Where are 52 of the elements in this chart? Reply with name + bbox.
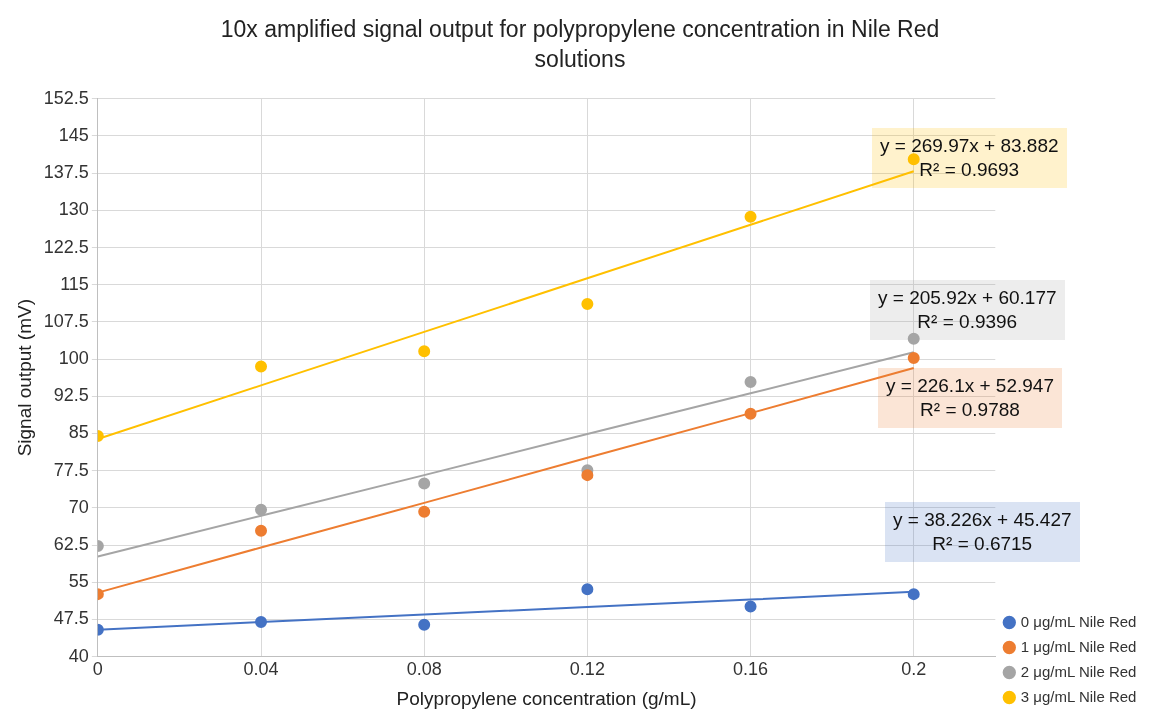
point xyxy=(744,407,757,420)
point xyxy=(581,298,594,311)
point xyxy=(418,618,431,631)
point xyxy=(907,332,920,345)
x-tick-label: 0.08 xyxy=(406,659,442,680)
y-tick-label: 92.5 xyxy=(53,385,89,406)
y-tick-label: 115 xyxy=(60,273,89,294)
y-tick-label: 47.5 xyxy=(53,608,89,629)
point xyxy=(907,588,920,601)
y-axis-title: Signal output (mV) xyxy=(13,299,35,457)
legend-label: 3 μg/mL Nile Red xyxy=(1020,687,1137,705)
y-tick-label: 100 xyxy=(58,348,89,369)
annotation: y = 269.97x + 83.882 R² = 0.9693 xyxy=(872,128,1067,188)
point xyxy=(744,375,757,388)
legend-label: 1 μg/mL Nile Red xyxy=(1020,637,1137,655)
y-tick-label: 152.5 xyxy=(43,87,89,108)
y-tick-label: 130 xyxy=(58,199,89,220)
y-tick-label: 85 xyxy=(68,422,89,443)
y-tick-label: 55 xyxy=(68,571,89,592)
x-tick-label: 0.2 xyxy=(901,659,927,680)
x-axis-title: Polypropylene concentration (g/mL) xyxy=(396,687,697,709)
point xyxy=(255,360,268,373)
legend-label: 2 μg/mL Nile Red xyxy=(1020,662,1137,680)
point xyxy=(744,600,757,613)
point xyxy=(744,210,757,223)
legend-label: 0 μg/mL Nile Red xyxy=(1020,612,1137,630)
x-tick-label: 0.16 xyxy=(733,659,769,680)
x-tick-label: 0.04 xyxy=(243,659,279,680)
y-tick-label: 122.5 xyxy=(43,236,89,257)
point xyxy=(255,524,268,537)
x-tick-label: 0 xyxy=(92,659,103,680)
y-tick-label: 40 xyxy=(68,645,89,666)
chart-title: 10x amplified signal output for polypropylene concentration in Nile Red solutions xyxy=(219,15,941,74)
annotation: y = 205.92x + 60.177 R² = 0.9396 xyxy=(870,280,1065,340)
point xyxy=(255,615,268,628)
y-tick-label: 62.5 xyxy=(53,534,89,555)
y-tick-label: 145 xyxy=(58,124,89,145)
annotation: y = 38.226x + 45.427 R² = 0.6715 xyxy=(885,502,1080,562)
y-tick-label: 77.5 xyxy=(53,459,89,480)
point xyxy=(581,583,594,596)
y-tick-label: 107.5 xyxy=(43,310,89,331)
annotation: y = 226.1x + 52.947 R² = 0.9788 xyxy=(878,368,1062,428)
x-tick-label: 0.12 xyxy=(569,659,605,680)
y-tick-label: 137.5 xyxy=(43,162,89,183)
y-tick-label: 70 xyxy=(68,496,89,517)
point xyxy=(418,345,431,358)
point xyxy=(907,153,920,166)
point xyxy=(418,477,431,490)
point xyxy=(418,505,431,518)
point xyxy=(581,469,594,482)
point xyxy=(255,503,268,516)
point xyxy=(907,352,920,365)
